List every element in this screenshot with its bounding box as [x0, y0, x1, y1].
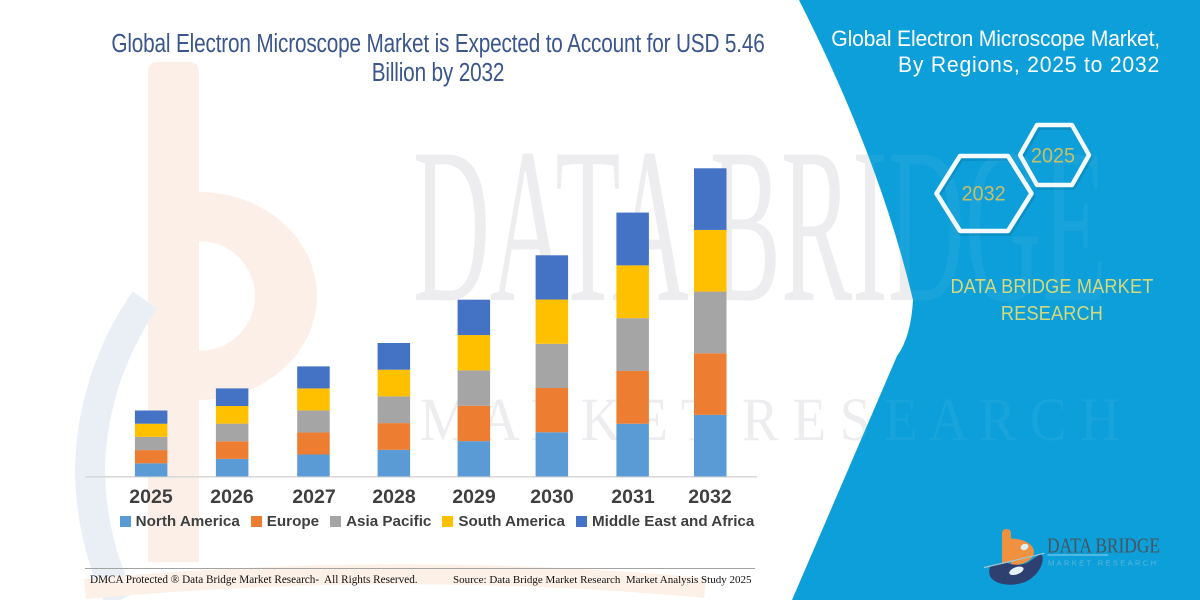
svg-text:2025: 2025: [1031, 144, 1075, 167]
svg-text:DATA BRIDGE: DATA BRIDGE: [1047, 534, 1160, 558]
svg-text:MARKET RESEARCH: MARKET RESEARCH: [1048, 559, 1159, 568]
svg-text:2032: 2032: [962, 182, 1006, 205]
